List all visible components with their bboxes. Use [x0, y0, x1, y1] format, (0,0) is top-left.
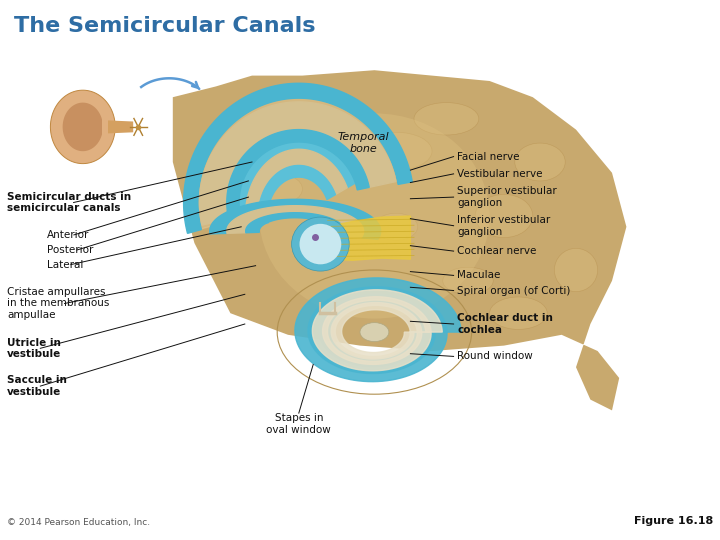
Polygon shape [184, 83, 413, 233]
Text: Facial nerve: Facial nerve [457, 152, 520, 161]
Text: Semicircular ducts in
semicircular canals: Semicircular ducts in semicircular canal… [7, 192, 131, 213]
Text: Anterior: Anterior [47, 230, 89, 240]
Text: Spiral organ (of Corti): Spiral organ (of Corti) [457, 286, 570, 295]
Text: Posterior: Posterior [47, 245, 93, 255]
Text: Saccule in
vestibule: Saccule in vestibule [7, 375, 67, 397]
Polygon shape [331, 302, 422, 359]
Ellipse shape [299, 122, 349, 148]
Text: Inferior vestibular
ganglion: Inferior vestibular ganglion [457, 215, 551, 237]
Text: Utricle in
vestibule: Utricle in vestibule [7, 338, 61, 359]
Ellipse shape [360, 132, 432, 170]
Polygon shape [187, 90, 407, 232]
Ellipse shape [360, 322, 389, 341]
Text: Maculae: Maculae [457, 271, 500, 280]
Ellipse shape [475, 194, 533, 238]
Polygon shape [308, 287, 447, 374]
Text: Lateral: Lateral [47, 260, 84, 269]
Ellipse shape [245, 173, 302, 205]
Text: Stapes in
oval window: Stapes in oval window [266, 413, 331, 435]
Ellipse shape [281, 97, 324, 119]
Ellipse shape [414, 103, 479, 135]
Polygon shape [295, 278, 462, 382]
Polygon shape [246, 149, 347, 227]
Polygon shape [319, 294, 435, 367]
Text: Superior vestibular
ganglion: Superior vestibular ganglion [457, 186, 557, 208]
Polygon shape [187, 90, 407, 232]
Polygon shape [227, 206, 364, 238]
Text: Cochlear nerve: Cochlear nerve [457, 246, 536, 256]
Text: © 2014 Pearson Education, Inc.: © 2014 Pearson Education, Inc. [7, 517, 150, 526]
Ellipse shape [443, 267, 493, 294]
Polygon shape [63, 103, 102, 151]
Text: Cochlear duct in
cochlea: Cochlear duct in cochlea [457, 313, 553, 335]
Polygon shape [246, 213, 345, 236]
Ellipse shape [374, 213, 418, 240]
Polygon shape [258, 165, 336, 225]
Polygon shape [227, 130, 369, 219]
Ellipse shape [194, 143, 238, 181]
Polygon shape [210, 199, 381, 239]
Ellipse shape [259, 113, 490, 319]
Text: Temporal
bone: Temporal bone [338, 132, 390, 154]
Text: Cristae ampullares
in the membranous
ampullae: Cristae ampullares in the membranous amp… [7, 287, 109, 320]
Polygon shape [234, 135, 358, 230]
Text: Figure 16.18: Figure 16.18 [634, 516, 713, 526]
Polygon shape [328, 216, 410, 260]
Ellipse shape [300, 224, 341, 264]
Polygon shape [108, 120, 133, 133]
Ellipse shape [292, 217, 349, 271]
Polygon shape [199, 102, 396, 225]
Polygon shape [323, 297, 431, 364]
Polygon shape [50, 90, 114, 164]
Polygon shape [312, 290, 442, 371]
Text: Round window: Round window [457, 352, 533, 361]
Text: Vestibular nerve: Vestibular nerve [457, 169, 543, 179]
Text: The Semicircular Canals: The Semicircular Canals [14, 16, 316, 36]
Ellipse shape [515, 143, 565, 181]
Polygon shape [173, 70, 626, 410]
Ellipse shape [490, 297, 547, 329]
Ellipse shape [554, 248, 598, 292]
